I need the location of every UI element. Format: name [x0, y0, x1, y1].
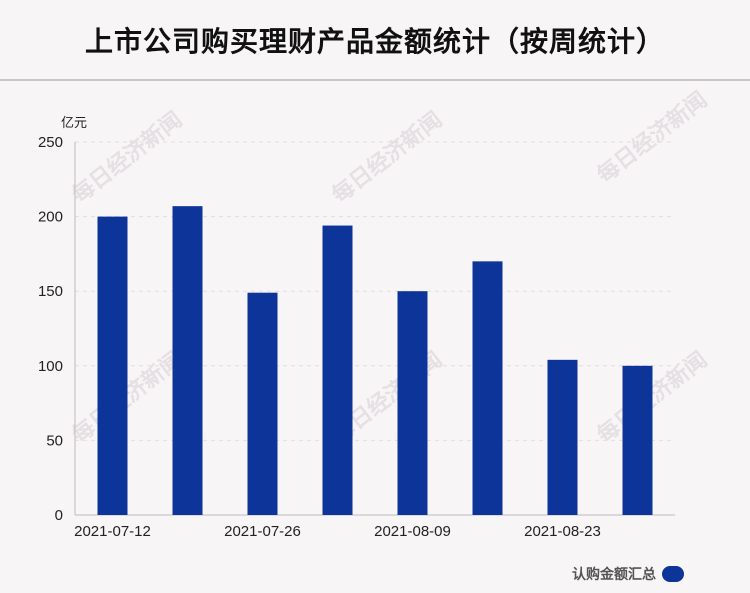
bar	[322, 225, 353, 515]
y-axis-unit-label: 亿元	[61, 116, 88, 131]
x-tick-label: 2021-07-12	[74, 523, 151, 540]
x-tick-label: 2021-08-09	[374, 523, 451, 540]
legend-swatch	[662, 566, 684, 582]
x-tick-label: 2021-08-23	[524, 523, 601, 540]
chart-title: 上市公司购买理财产品金额统计（按周统计）	[84, 24, 665, 58]
legend-label: 认购金额汇总	[572, 567, 656, 583]
bar	[97, 216, 128, 515]
y-tick-label: 0	[55, 507, 63, 524]
title-bar: 上市公司购买理财产品金额统计（按周统计）	[0, 0, 750, 81]
y-tick-label: 50	[46, 432, 63, 449]
y-tick-label: 100	[38, 358, 63, 375]
bar	[247, 292, 278, 515]
bar	[472, 261, 503, 515]
bar	[547, 359, 578, 515]
bar	[172, 206, 203, 515]
y-tick-label: 250	[38, 134, 63, 151]
bar	[397, 291, 428, 515]
x-tick-label: 2021-07-26	[224, 523, 301, 540]
legend: 认购金额汇总	[572, 564, 684, 584]
bar	[622, 365, 653, 515]
y-tick-label: 200	[38, 209, 63, 226]
y-tick-label: 150	[38, 283, 63, 300]
